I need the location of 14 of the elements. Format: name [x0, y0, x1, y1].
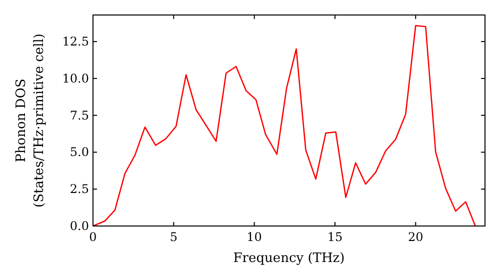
x-tick-label: 0 [89, 230, 97, 244]
y-tick-label: 2.5 [70, 182, 89, 196]
line-series [93, 24, 476, 226]
y-tick-label: 0.0 [70, 219, 89, 233]
y-axis-title: Phonon DOS (States/THz·primitive cell) [14, 33, 47, 208]
y-tick-label: 7.5 [70, 108, 89, 122]
x-tick-label: 5 [170, 230, 178, 244]
y-tick-label: 10.0 [62, 71, 89, 86]
y-tick-label: 5.0 [70, 145, 89, 160]
x-tick-label: 10 [246, 230, 262, 244]
x-axis-title: Frequency (THz) [233, 251, 345, 266]
y-tick-label: 12.5 [62, 34, 89, 49]
x-tick-label: 15 [327, 230, 343, 244]
x-tick-label: 20 [408, 230, 424, 244]
